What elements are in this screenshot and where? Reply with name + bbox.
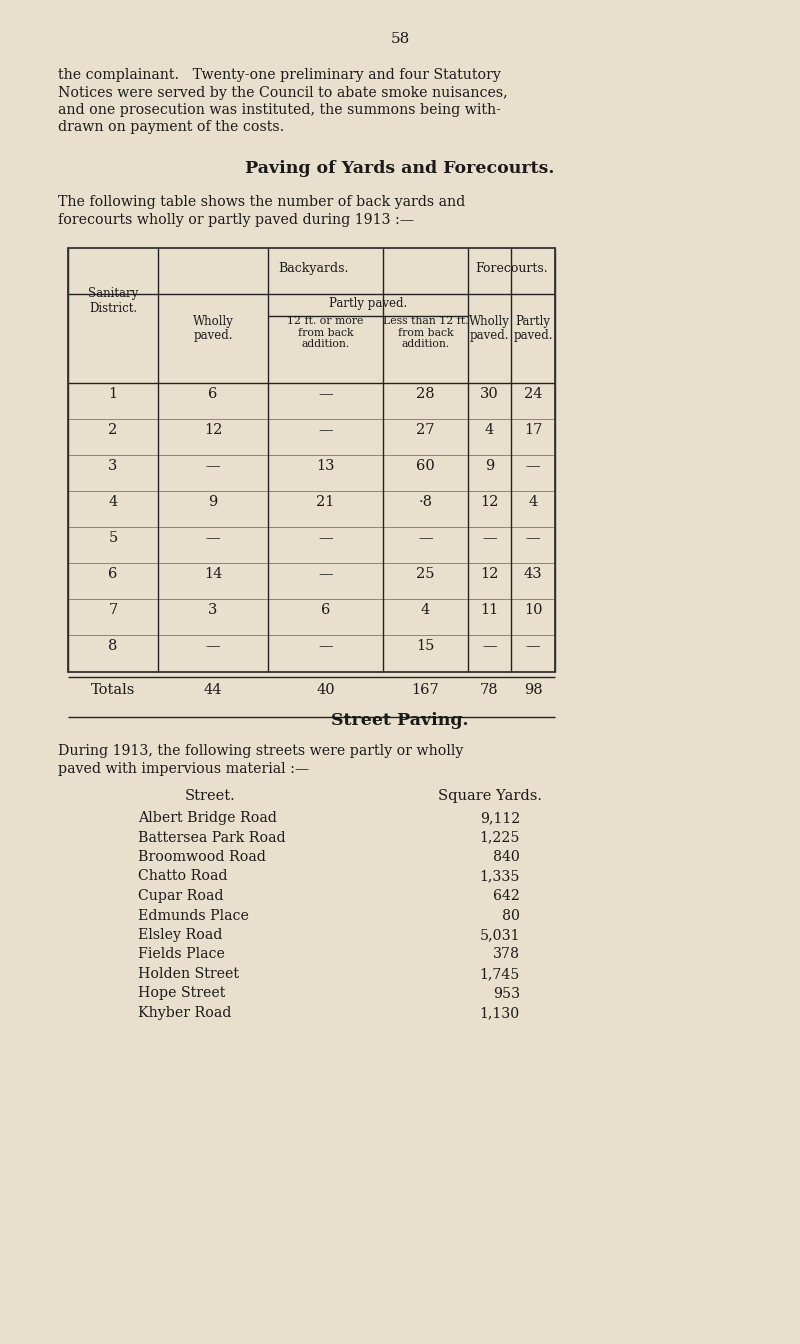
Text: Khyber Road: Khyber Road: [138, 1007, 231, 1020]
Text: —: —: [318, 567, 333, 581]
Text: 24: 24: [524, 387, 542, 401]
Text: —: —: [206, 531, 220, 546]
Text: 4: 4: [485, 423, 494, 437]
Text: 14: 14: [204, 567, 222, 581]
Text: 15: 15: [416, 638, 434, 653]
Text: Sanitary
District.: Sanitary District.: [88, 288, 138, 316]
Text: 12: 12: [480, 495, 498, 509]
Text: 44: 44: [204, 683, 222, 698]
Text: 30: 30: [480, 387, 499, 401]
Text: The following table shows the number of back yards and: The following table shows the number of …: [58, 195, 466, 210]
Text: 58: 58: [390, 32, 410, 46]
Text: Cupar Road: Cupar Road: [138, 888, 223, 903]
Text: —: —: [418, 531, 433, 546]
Text: 10: 10: [524, 603, 542, 617]
Text: Elsley Road: Elsley Road: [138, 927, 222, 942]
Text: 642: 642: [493, 888, 520, 903]
Text: 840: 840: [493, 849, 520, 864]
Text: 4: 4: [421, 603, 430, 617]
Text: Partly paved.: Partly paved.: [329, 297, 407, 310]
Text: 4: 4: [528, 495, 538, 509]
Text: Hope Street: Hope Street: [138, 986, 226, 1000]
Text: 78: 78: [480, 683, 499, 698]
Text: 17: 17: [524, 423, 542, 437]
Text: forecourts wholly or partly paved during 1913 :—: forecourts wholly or partly paved during…: [58, 212, 414, 227]
Text: 1,745: 1,745: [480, 966, 520, 981]
Text: 1,225: 1,225: [479, 831, 520, 844]
Text: 60: 60: [416, 460, 435, 473]
Text: and one prosecution was instituted, the summons being with-: and one prosecution was instituted, the …: [58, 103, 501, 117]
Text: Forecourts.: Forecourts.: [475, 262, 548, 276]
Text: 12 ft. or more
from back
addition.: 12 ft. or more from back addition.: [287, 316, 364, 349]
Text: 12: 12: [480, 567, 498, 581]
Text: 80: 80: [502, 909, 520, 922]
Text: —: —: [526, 531, 540, 546]
Text: 6: 6: [321, 603, 330, 617]
Text: paved with impervious material :—: paved with impervious material :—: [58, 762, 309, 775]
Text: 25: 25: [416, 567, 434, 581]
Text: 953: 953: [493, 986, 520, 1000]
Text: 1: 1: [109, 387, 118, 401]
Text: 4: 4: [108, 495, 118, 509]
Text: —: —: [318, 423, 333, 437]
Text: 27: 27: [416, 423, 434, 437]
Text: —: —: [526, 638, 540, 653]
Text: 98: 98: [524, 683, 542, 698]
Text: Wholly
paved.: Wholly paved.: [469, 314, 510, 343]
Text: 1,130: 1,130: [480, 1007, 520, 1020]
Text: Less than 12 ft.
from back
addition.: Less than 12 ft. from back addition.: [382, 316, 468, 349]
Text: 2: 2: [108, 423, 118, 437]
Text: 40: 40: [316, 683, 335, 698]
Text: 3: 3: [208, 603, 218, 617]
Text: 7: 7: [108, 603, 118, 617]
Text: —: —: [206, 638, 220, 653]
Text: 12: 12: [204, 423, 222, 437]
Text: 167: 167: [412, 683, 439, 698]
Text: 6: 6: [108, 567, 118, 581]
Text: Edmunds Place: Edmunds Place: [138, 909, 249, 922]
Text: Totals: Totals: [91, 683, 135, 698]
Text: Broomwood Road: Broomwood Road: [138, 849, 266, 864]
Text: 5,031: 5,031: [479, 927, 520, 942]
Text: Albert Bridge Road: Albert Bridge Road: [138, 810, 277, 825]
Text: 5: 5: [108, 531, 118, 546]
Text: 11: 11: [480, 603, 498, 617]
Text: 1,335: 1,335: [479, 870, 520, 883]
Text: Notices were served by the Council to abate smoke nuisances,: Notices were served by the Council to ab…: [58, 86, 508, 99]
Text: Street Paving.: Street Paving.: [331, 712, 469, 728]
Text: 28: 28: [416, 387, 435, 401]
Text: —: —: [482, 638, 497, 653]
Text: —: —: [206, 460, 220, 473]
Text: Partly
paved.: Partly paved.: [514, 314, 553, 343]
Text: Holden Street: Holden Street: [138, 966, 239, 981]
Text: Street.: Street.: [185, 789, 235, 802]
Text: 378: 378: [493, 948, 520, 961]
Text: ·8: ·8: [418, 495, 433, 509]
Text: 8: 8: [108, 638, 118, 653]
Text: —: —: [318, 387, 333, 401]
Text: Square Yards.: Square Yards.: [438, 789, 542, 802]
Text: Fields Place: Fields Place: [138, 948, 225, 961]
Text: 43: 43: [524, 567, 542, 581]
Text: —: —: [482, 531, 497, 546]
Text: 9,112: 9,112: [480, 810, 520, 825]
Bar: [68, 249, 555, 672]
Text: Backyards.: Backyards.: [278, 262, 348, 276]
Text: 9: 9: [485, 460, 494, 473]
Text: —: —: [318, 531, 333, 546]
Text: —: —: [318, 638, 333, 653]
Text: 9: 9: [208, 495, 218, 509]
Text: the complainant.   Twenty-one preliminary and four Statutory: the complainant. Twenty-one preliminary …: [58, 69, 501, 82]
Text: drawn on payment of the costs.: drawn on payment of the costs.: [58, 121, 284, 134]
Text: Chatto Road: Chatto Road: [138, 870, 227, 883]
Text: Paving of Yards and Forecourts.: Paving of Yards and Forecourts.: [246, 160, 554, 177]
Text: 21: 21: [316, 495, 334, 509]
Text: 6: 6: [208, 387, 218, 401]
Text: During 1913, the following streets were partly or wholly: During 1913, the following streets were …: [58, 745, 463, 758]
Text: 3: 3: [108, 460, 118, 473]
Text: Battersea Park Road: Battersea Park Road: [138, 831, 286, 844]
Text: 13: 13: [316, 460, 334, 473]
Text: Wholly
paved.: Wholly paved.: [193, 314, 234, 343]
Text: —: —: [526, 460, 540, 473]
